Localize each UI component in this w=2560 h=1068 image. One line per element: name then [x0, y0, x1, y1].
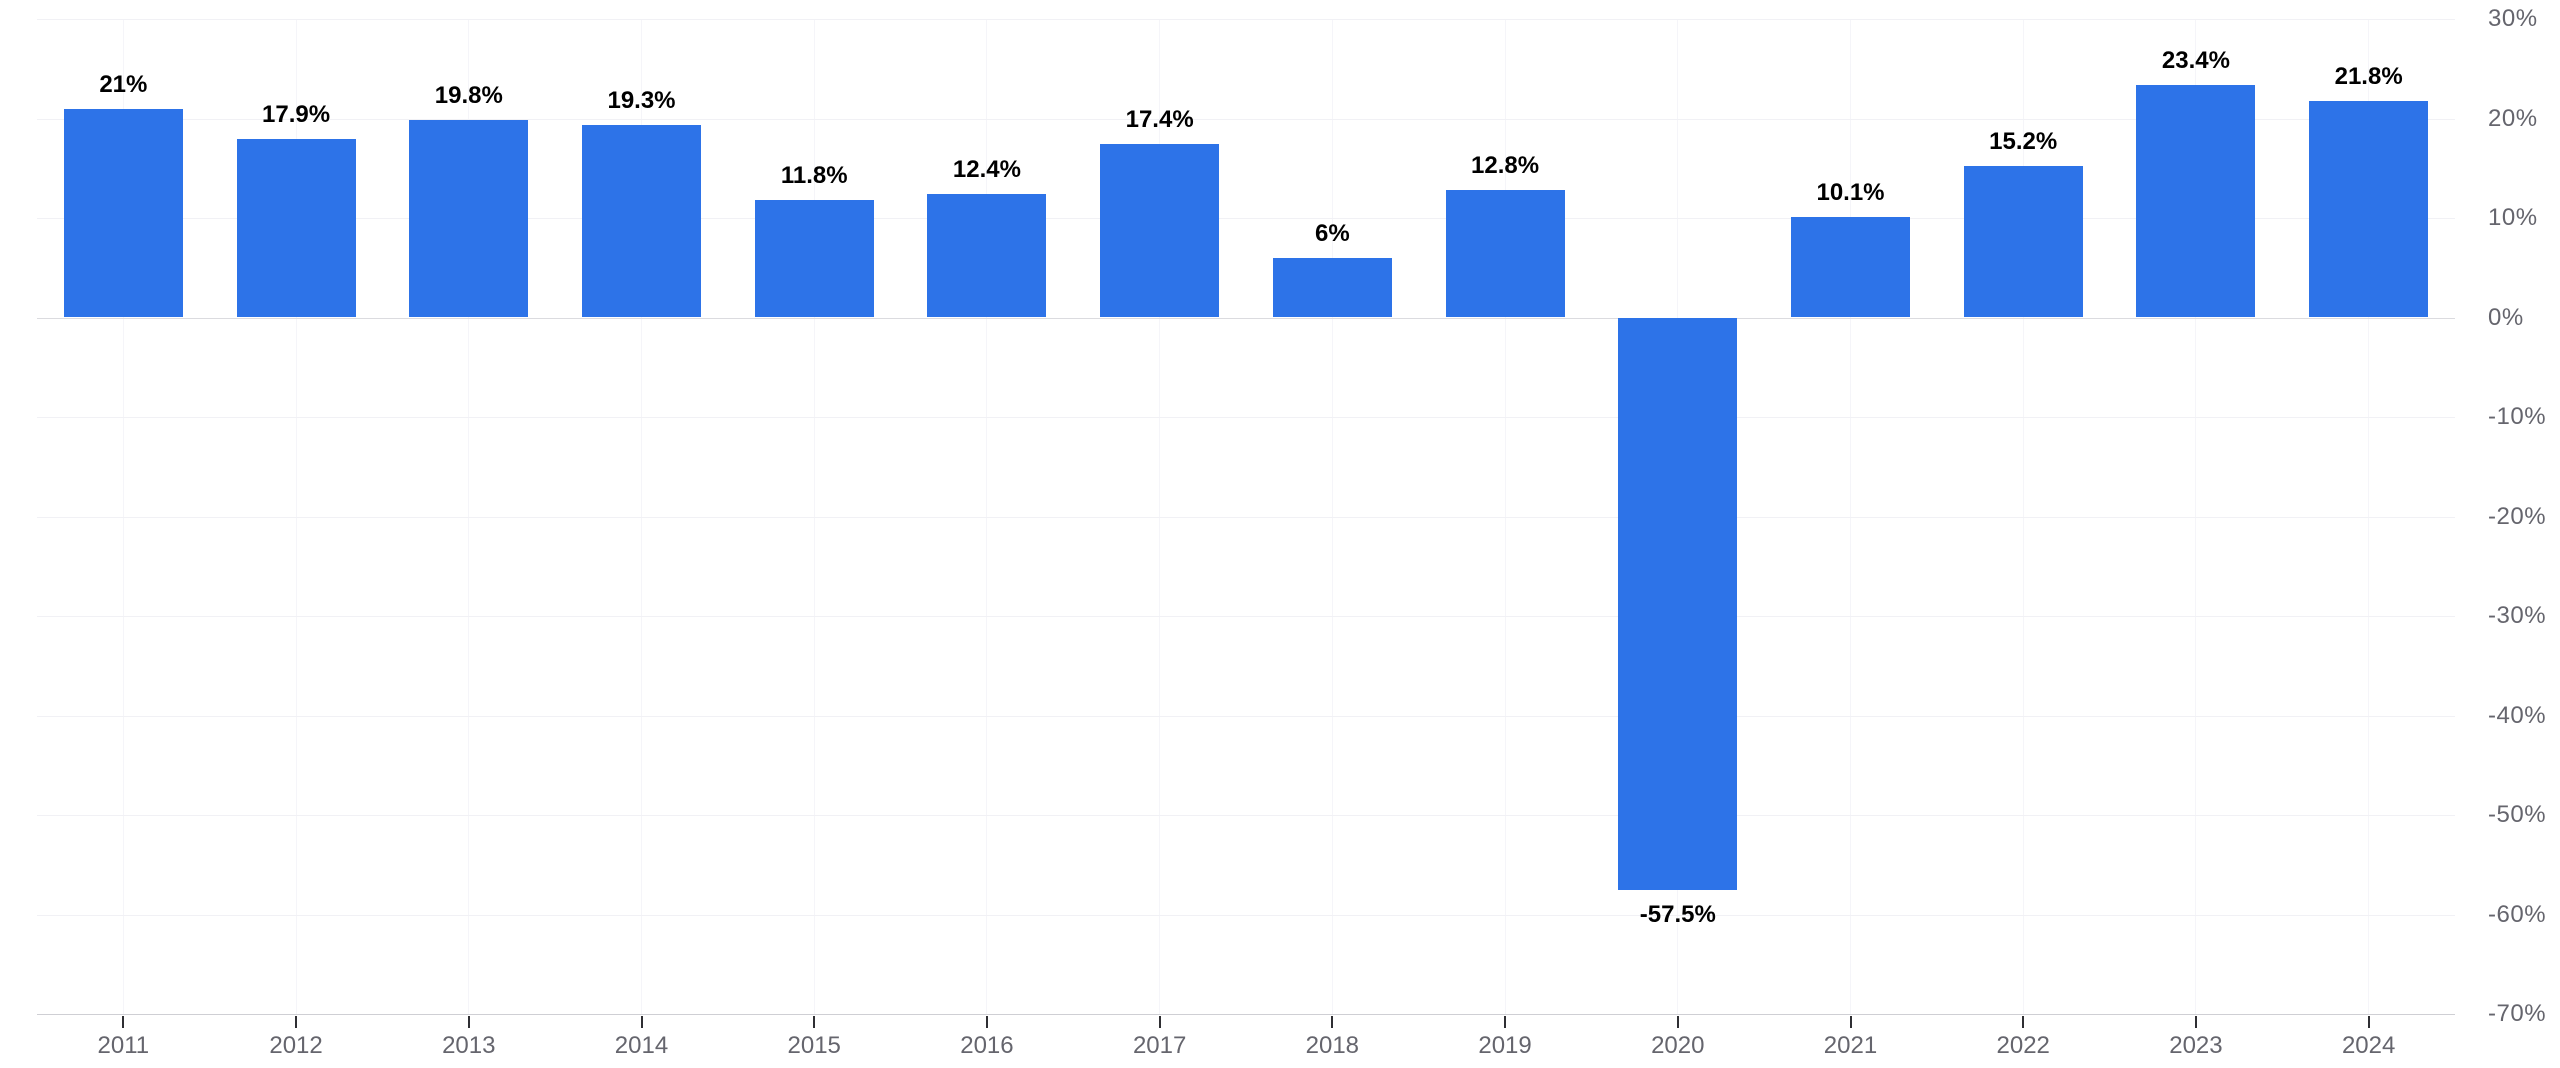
bar-value-label: 10.1% — [1816, 179, 1885, 206]
x-axis-tick — [1158, 1016, 1161, 1028]
x-axis-tick — [122, 1016, 125, 1028]
x-axis-year-label: 2016 — [960, 1032, 1014, 1059]
bar-value-label: 21.8% — [2334, 62, 2403, 90]
gridline-h — [37, 815, 2455, 816]
bar-2016[interactable] — [927, 194, 1047, 318]
bar-2020[interactable] — [1618, 317, 1738, 890]
x-axis-year-label: 2015 — [787, 1032, 841, 1059]
bar-value-label: 12.8% — [1471, 152, 1540, 180]
y-axis-tick-label: 10% — [2488, 204, 2538, 231]
bar-2015[interactable] — [754, 200, 874, 318]
bar-value-label: 11.8% — [780, 162, 848, 190]
gridline-h — [37, 218, 2455, 219]
bar-2017[interactable] — [1100, 144, 1220, 318]
x-axis-tick — [467, 1016, 470, 1028]
x-axis-tick — [2022, 1016, 2025, 1028]
x-axis-year-label: 2017 — [1132, 1032, 1187, 1059]
gridline-h — [37, 118, 2455, 120]
bar-value-label: 12.4% — [952, 156, 1021, 184]
bar-value-label: 19.3% — [607, 87, 676, 115]
x-axis-year-label: 2011 — [97, 1032, 150, 1059]
x-axis-tick — [2194, 1016, 2197, 1028]
gridline-h — [37, 19, 2455, 20]
gridline-h — [37, 616, 2455, 617]
bar-2022[interactable] — [1963, 166, 2083, 318]
x-axis-year-label: 2012 — [269, 1032, 323, 1059]
bar-value-label: 21% — [99, 70, 148, 98]
x-axis-line — [37, 1014, 2455, 1015]
bar-2023[interactable] — [2136, 84, 2256, 318]
x-axis-tick — [640, 1016, 643, 1028]
x-axis-year-label: 2014 — [614, 1032, 669, 1059]
bar-value-label: 6% — [1315, 219, 1350, 247]
bar-value-label: 17.4% — [1125, 106, 1194, 134]
bar-value-label: 15.2% — [1989, 128, 2058, 156]
x-axis-tick — [1504, 1016, 1507, 1028]
x-axis-tick — [1849, 1016, 1852, 1028]
x-axis-tick — [295, 1016, 298, 1028]
x-axis-year-label: 2019 — [1478, 1032, 1532, 1059]
bar-value-label: 17.9% — [262, 101, 331, 129]
x-axis-year-label: 2021 — [1823, 1032, 1878, 1059]
bar-2024[interactable] — [2309, 100, 2429, 318]
y-axis-tick-label: 20% — [2488, 104, 2538, 132]
x-axis-tick — [985, 1016, 988, 1028]
bar-2019[interactable] — [1445, 190, 1565, 318]
bar-2018[interactable] — [1272, 257, 1392, 318]
y-axis-tick-label: -20% — [2488, 502, 2547, 530]
bar-2021[interactable] — [1791, 217, 1910, 318]
y-axis-tick-label: -30% — [2488, 602, 2547, 629]
y-axis-tick-label: 0% — [2488, 303, 2524, 331]
y-axis-tick-label: -70% — [2488, 1000, 2547, 1027]
bar-2012[interactable] — [236, 139, 356, 318]
x-axis-year-label: 2020 — [1651, 1032, 1705, 1059]
x-axis-tick — [813, 1016, 816, 1028]
x-axis-tick — [1331, 1016, 1334, 1028]
bar-value-label: 23.4% — [2161, 46, 2230, 74]
x-axis-tick — [1676, 1016, 1679, 1028]
x-axis-year-label: 2018 — [1305, 1032, 1360, 1059]
bar-2011[interactable] — [63, 108, 183, 318]
bar-value-label: -57.5% — [1639, 900, 1716, 928]
zero-line — [37, 317, 2455, 319]
y-axis-tick-label: 30% — [2488, 5, 2538, 32]
x-axis-year-label: 2013 — [442, 1032, 496, 1059]
x-axis-tick — [2367, 1016, 2370, 1028]
x-axis-year-label: 2023 — [2169, 1032, 2223, 1059]
x-axis-year-label: 2022 — [1996, 1032, 2050, 1059]
gridline-h — [37, 417, 2455, 418]
y-axis-tick-label: -10% — [2488, 403, 2547, 430]
gridline-h — [37, 715, 2455, 717]
y-axis-tick-label: -50% — [2488, 801, 2547, 828]
y-axis-tick-label: -40% — [2488, 701, 2547, 729]
gridline-h — [37, 914, 2455, 916]
gridline-h — [37, 516, 2455, 518]
y-axis-tick-label: -60% — [2488, 900, 2547, 928]
bar-value-label: 19.8% — [434, 82, 503, 110]
x-axis-year-label: 2024 — [2341, 1032, 2396, 1059]
bar-2013[interactable] — [409, 120, 529, 318]
bar-2014[interactable] — [582, 125, 701, 318]
